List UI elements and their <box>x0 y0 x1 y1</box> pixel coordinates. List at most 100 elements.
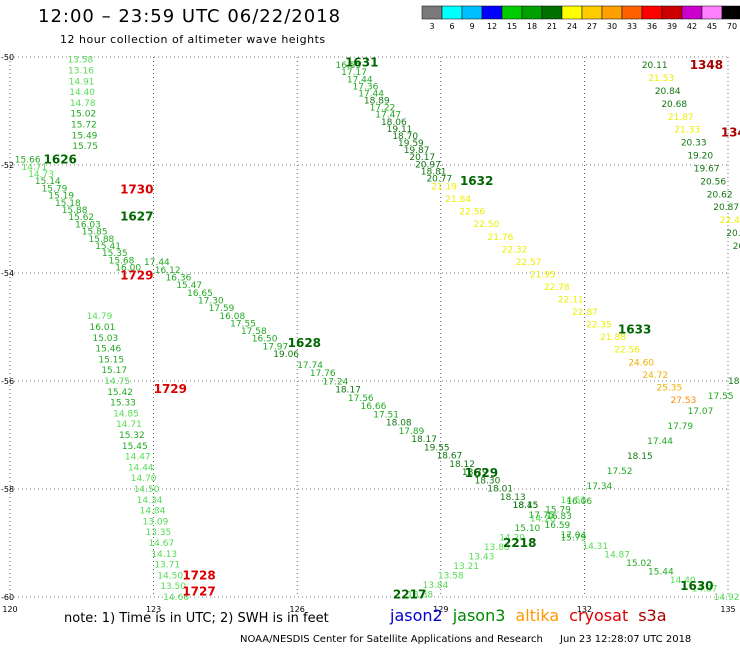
wave-height-label: 15.14 <box>35 177 61 187</box>
wave-height-label: 18.89 <box>364 97 390 107</box>
wave-height-label: 17.22 <box>370 104 396 114</box>
wave-height-label: 17.51 <box>373 410 399 420</box>
wave-height-label: 22.56 <box>614 346 640 356</box>
wave-height-label: 14.87 <box>692 585 718 595</box>
wave-height-label: 15.33 <box>110 399 136 409</box>
track-3: 17.4416.1216.3615.4716.6517.3017.5916.08… <box>144 258 299 360</box>
wave-height-label: 22.47 <box>720 216 740 226</box>
wave-height-label: 22.50 <box>473 220 499 230</box>
wave-height-label: 20.17 <box>409 153 435 163</box>
pass-number-label: 1631 <box>345 55 378 69</box>
x-tick-label: 123 <box>146 605 161 614</box>
wave-height-label: 20.87 <box>713 203 739 213</box>
wave-height-label: 19.87 <box>404 146 430 156</box>
pass-number-label: 1632 <box>460 174 493 188</box>
wave-height-label: 13.43 <box>469 553 495 563</box>
wave-height-label: 14.34 <box>137 496 163 506</box>
wave-height-label: 15.85 <box>82 228 108 238</box>
wave-height-label: 18.70 <box>392 132 418 142</box>
wave-height-label: 22.87 <box>572 308 598 318</box>
wave-height-label: 18.06 <box>381 118 407 128</box>
wave-height-label: 17.17 <box>341 68 367 78</box>
track-1: 15.6614.7114.7315.1415.7915.1915.1815.88… <box>15 156 142 274</box>
wave-height-label: 25.35 <box>656 383 682 393</box>
legend-label-21: 21 <box>547 22 557 31</box>
wave-height-label: 13.88 <box>484 543 510 553</box>
wave-height-label: 18.17 <box>335 386 361 396</box>
wave-height-label: 13.09 <box>143 517 169 527</box>
legend-swatch-70 <box>721 5 740 20</box>
wave-height-label: 15.41 <box>95 242 121 252</box>
wave-height-label: 17.36 <box>353 82 379 92</box>
pass-number-label: 1627 <box>120 209 153 223</box>
wave-height-label: 16.83 <box>546 512 572 522</box>
wave-height-label: 16.00 <box>115 264 141 274</box>
pass-number-label: 1728 <box>182 568 215 582</box>
wave-height-label: 21.33 <box>674 126 700 136</box>
legend-label-9: 9 <box>469 22 474 31</box>
wave-height-label: 15.46 <box>95 345 121 355</box>
pass-number-label: 1633 <box>618 323 651 337</box>
wave-height-label: 13.71 <box>154 561 180 571</box>
x-tick-label: 132 <box>577 605 592 614</box>
wave-height-label: 16.65 <box>187 289 213 299</box>
wave-height-label: 15.88 <box>89 235 115 245</box>
wave-height-label: 20.84 <box>655 87 681 97</box>
legend-label-33: 33 <box>627 22 637 31</box>
wave-height-label: 13.21 <box>453 562 479 572</box>
wave-height-label: 21.19 <box>431 183 457 193</box>
wave-height-label: 17.89 <box>399 427 425 437</box>
track-0: 13.5813.1614.9114.4014.7815.0215.7215.49… <box>67 56 98 152</box>
wave-height-label: 21.95 <box>530 270 556 280</box>
wave-height-label: 22.78 <box>544 283 570 293</box>
wave-height-label: 15.66 <box>15 156 41 166</box>
legend-label-15: 15 <box>507 22 517 31</box>
legend-label-27: 27 <box>587 22 597 31</box>
wave-height-label: 14.40 <box>69 88 95 98</box>
y-tick-label: -56 <box>1 377 14 386</box>
pass-number-label: 2217 <box>393 587 426 601</box>
wave-height-label: 20.33 <box>681 139 707 149</box>
wave-height-label: 22.32 <box>502 245 528 255</box>
wave-height-label: 18.13 <box>500 493 526 503</box>
wave-height-label: 19.20 <box>687 152 713 162</box>
wave-height-label: 17.58 <box>241 327 267 337</box>
wave-height-label: 17.04 <box>560 531 586 541</box>
wave-height-label: 15.49 <box>72 131 98 141</box>
wave-height-label: 17.44 <box>647 437 673 447</box>
track-4: 17.7417.7617.2418.1717.5616.6617.5118.08… <box>297 361 538 511</box>
track-6: 16.5517.1717.4417.3617.4418.8917.2217.47… <box>335 61 452 184</box>
wave-height-label: 17.24 <box>323 377 349 387</box>
wave-height-label: 14.87 <box>604 551 630 561</box>
track-7: 21.19 21.84 22.56 22.50 21.76 22.32 22.57 21.95… <box>431 183 696 406</box>
wave-height-label: 17.76 <box>310 369 336 379</box>
legend-label-45: 45 <box>707 22 717 31</box>
wave-height-label: 14.84 <box>140 507 166 517</box>
wave-height-label: 17.44 <box>358 89 384 99</box>
wave-height-label: 21.84 <box>445 195 471 205</box>
wave-height-label: 14.73 <box>28 170 54 180</box>
wave-height-label: 15.45 <box>122 442 148 452</box>
legend-label-30: 30 <box>607 22 617 31</box>
pass-number-label: 1629 <box>465 466 498 480</box>
pass-number-label: 1729 <box>154 382 187 396</box>
wave-height-label: 18.45 <box>513 501 539 511</box>
track-10: 16.83 16.06 17.34 17.52 18.15 17.44 17.79 17.07… <box>546 377 740 522</box>
wave-height-label: 14.92 <box>714 593 740 603</box>
wave-height-label: 15.19 <box>48 192 74 202</box>
wave-height-label: 16.12 <box>155 266 181 276</box>
legend-label-36: 36 <box>647 22 657 31</box>
x-tick-label: 126 <box>290 605 305 614</box>
wave-height-label: 17.79 <box>667 422 693 432</box>
wave-height-label: 17.74 <box>297 361 323 371</box>
wave-height-label: 14.51 <box>560 496 586 506</box>
wave-height-label: 20.62 <box>707 190 733 200</box>
wave-height-label: 13.84 <box>423 581 449 591</box>
footer-credit: NOAA/NESDIS Center for Satellite Applica… <box>240 634 543 645</box>
wave-height-label: 13.16 <box>68 67 94 77</box>
wave-height-label: 17.34 <box>587 482 613 492</box>
chart-subtitle: 12 hour collection of altimeter wave hei… <box>60 33 326 46</box>
